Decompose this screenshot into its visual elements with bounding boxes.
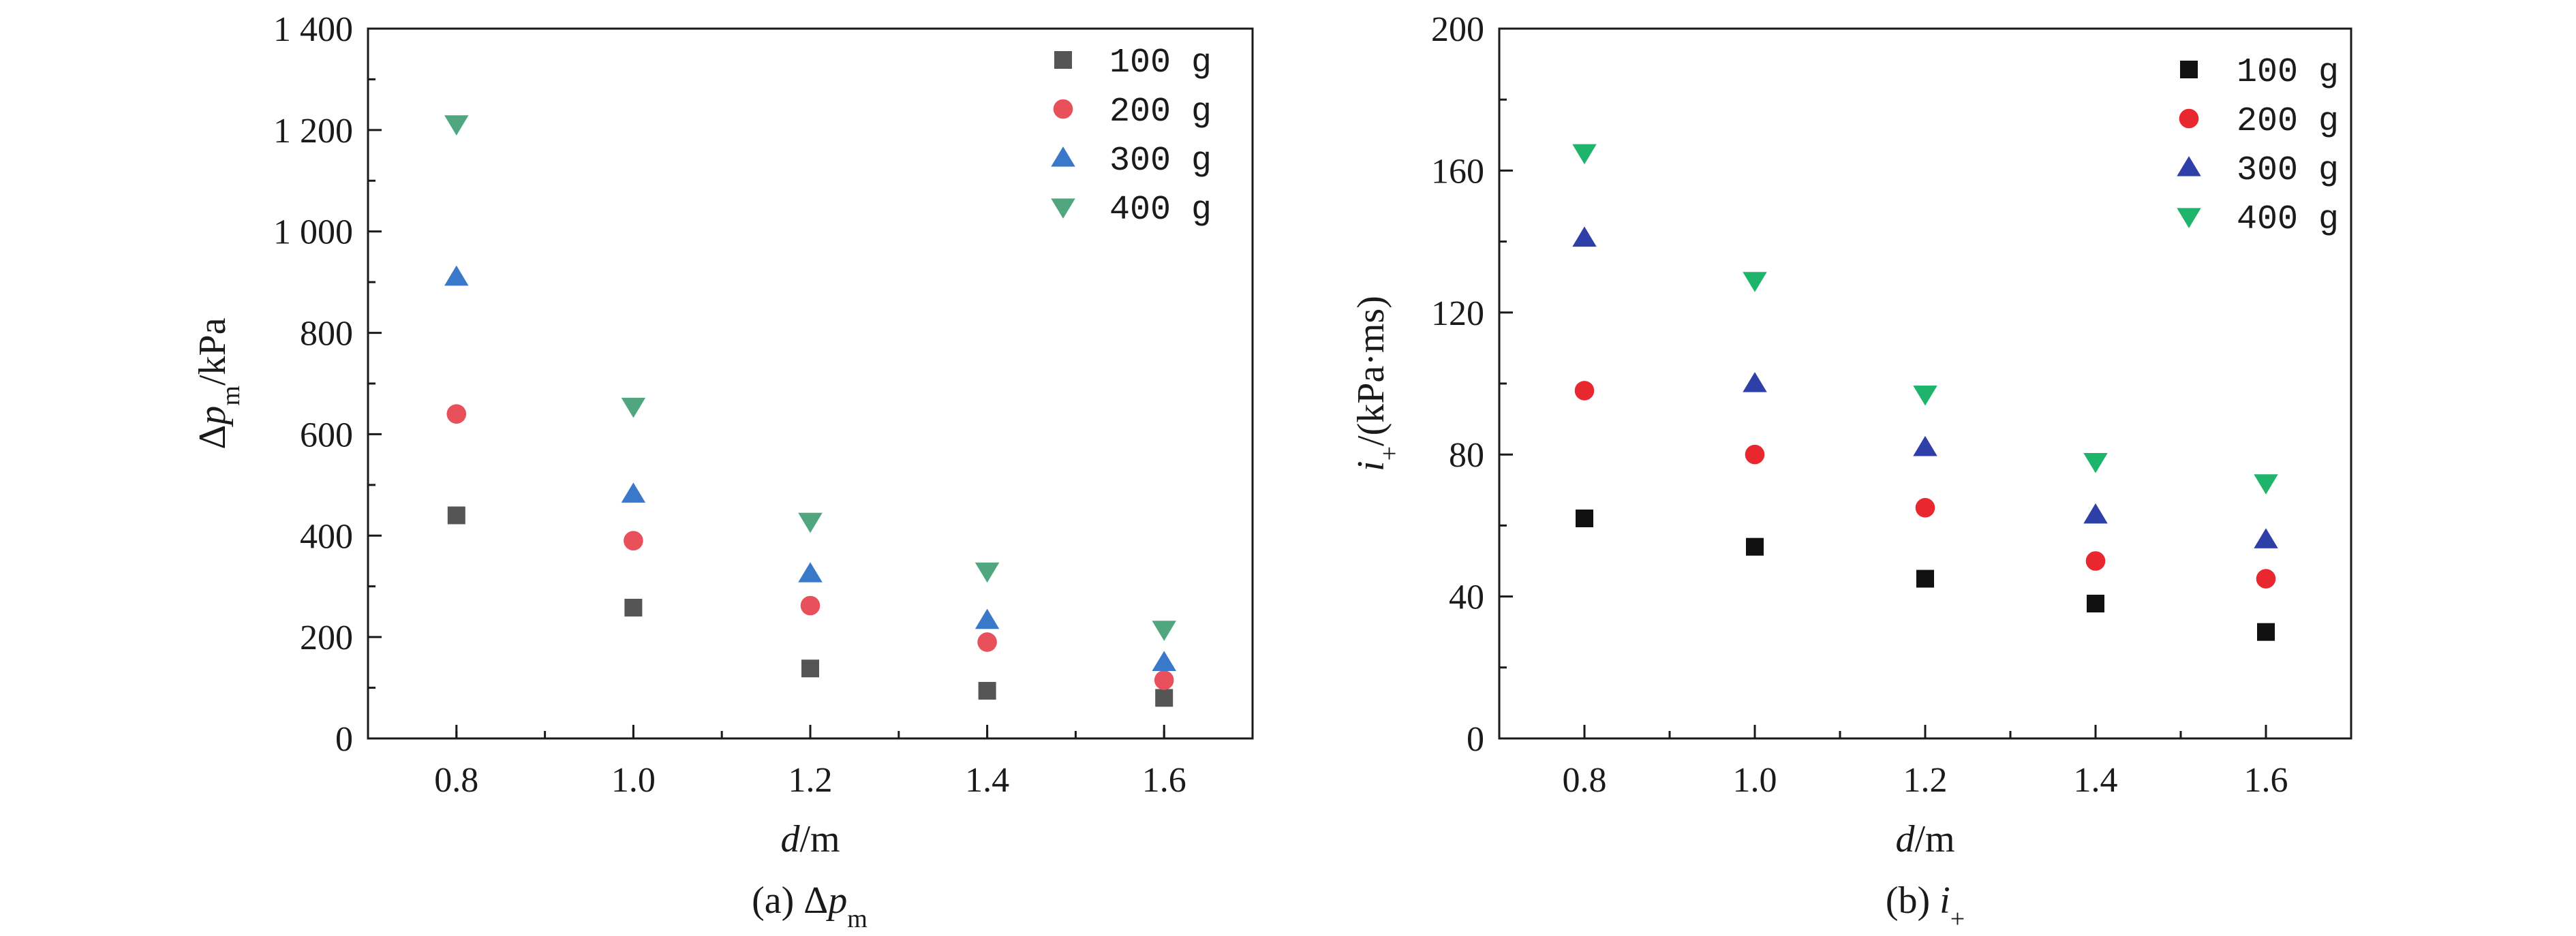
data-point xyxy=(444,265,469,286)
data-point xyxy=(977,632,997,652)
data-point xyxy=(447,506,465,525)
legend-label: 300 g xyxy=(2237,151,2339,190)
legend-marker xyxy=(1054,51,1072,69)
legend-marker xyxy=(2177,156,2201,176)
data-point xyxy=(2257,623,2275,641)
data-point xyxy=(1746,537,1764,556)
x-tick-label: 1.6 xyxy=(2244,761,2288,800)
series-400g xyxy=(1572,144,2278,495)
data-point xyxy=(1576,509,1593,527)
y-tick-label: 1 200 xyxy=(273,112,353,151)
data-point xyxy=(1745,444,1765,465)
x-tick-label: 1.2 xyxy=(788,761,833,800)
y-tick-label: 160 xyxy=(1431,152,1484,191)
data-point xyxy=(2083,503,2108,524)
legend-label: 400 g xyxy=(1109,191,1212,230)
plot-frame xyxy=(367,27,1254,740)
y-axis-title: i+/(kPa·ms) xyxy=(1350,296,1404,471)
y-tick-label: 800 xyxy=(300,315,353,354)
data-point xyxy=(1743,372,1767,392)
legend-marker xyxy=(2179,108,2199,129)
data-point xyxy=(798,512,823,533)
x-tick-label: 1.0 xyxy=(1733,761,1777,800)
x-tick-label: 1.2 xyxy=(1903,761,1948,800)
panel-caption: (b) i+ xyxy=(1886,879,1965,933)
data-point xyxy=(978,682,996,700)
data-point xyxy=(1913,385,1937,406)
series-200g xyxy=(446,404,1174,690)
legend-marker xyxy=(2177,208,2201,228)
y-tick-label: 0 xyxy=(1467,720,1484,759)
series-300g xyxy=(1572,226,2278,548)
series-200g xyxy=(1574,381,2276,589)
data-point xyxy=(621,397,646,418)
y-tick-label: 600 xyxy=(300,416,353,454)
y-tick-label: 200 xyxy=(1431,10,1484,49)
data-point xyxy=(446,404,467,424)
plot-frame xyxy=(1498,27,2352,740)
legend-label: 100 g xyxy=(1109,44,1212,82)
data-point xyxy=(2085,551,2106,571)
series-100g xyxy=(1576,509,2275,641)
y-tick-label: 400 xyxy=(300,517,353,556)
y-tick-label: 1 000 xyxy=(273,213,353,252)
series-400g xyxy=(444,115,1176,641)
data-point xyxy=(624,598,643,617)
y-tick-label: 40 xyxy=(1449,578,1484,617)
x-tick-label: 1.4 xyxy=(965,761,1009,800)
data-point xyxy=(2254,474,2278,495)
legend-marker xyxy=(1051,198,1075,219)
data-point xyxy=(2254,528,2278,548)
legend-label: 100 g xyxy=(2237,53,2339,92)
data-point xyxy=(1155,689,1174,707)
data-point xyxy=(975,608,1000,629)
data-point xyxy=(1152,651,1176,672)
x-axis-title: d/m xyxy=(1895,818,1954,860)
data-point xyxy=(444,115,469,136)
legend-marker xyxy=(2180,61,2198,78)
data-point xyxy=(798,562,823,582)
series-100g xyxy=(447,506,1174,707)
data-point xyxy=(1152,621,1176,641)
data-point xyxy=(1915,498,1935,518)
data-point xyxy=(624,531,643,551)
x-tick-label: 0.8 xyxy=(434,761,478,800)
data-point xyxy=(801,659,819,678)
series-300g xyxy=(444,265,1176,672)
y-tick-label: 0 xyxy=(335,720,353,759)
x-tick-label: 1.0 xyxy=(611,761,656,800)
x-tick-label: 1.6 xyxy=(1142,761,1186,800)
legend-marker xyxy=(1053,99,1073,119)
data-point xyxy=(1916,570,1934,588)
legend-marker xyxy=(1051,146,1075,167)
x-tick-label: 0.8 xyxy=(1563,761,1607,800)
data-point xyxy=(2087,595,2104,613)
y-axis-title: Δpm/kPa xyxy=(191,317,245,449)
data-point xyxy=(1154,670,1174,690)
y-tick-label: 80 xyxy=(1449,436,1484,475)
legend-label: 300 g xyxy=(1109,142,1212,181)
y-tick-label: 200 xyxy=(300,619,353,657)
data-point xyxy=(1913,435,1937,456)
x-axis-title: d/m xyxy=(780,818,840,860)
data-point xyxy=(621,482,646,503)
data-point xyxy=(1743,272,1767,292)
legend-label: 400 g xyxy=(2237,200,2339,239)
chart-b: 0 40 80 120 160 200 0.8 1.0 1.2 1.4 1.6 i+/(kPa·ms)… xyxy=(1350,10,2352,933)
x-tick-label: 1.4 xyxy=(2074,761,2118,800)
y-tick-label: 120 xyxy=(1431,294,1484,333)
chart-a: 0 200 400 600 800 1 000 1 200 1 400 0.8 1.0 1.2 1.4… xyxy=(191,10,1254,933)
panel-caption: (a) Δpm xyxy=(752,879,868,933)
data-point xyxy=(1572,226,1597,247)
legend-label: 200 g xyxy=(1109,93,1212,131)
data-point xyxy=(1572,144,1597,165)
data-point xyxy=(800,595,821,616)
data-point xyxy=(2083,452,2108,473)
legend-label: 200 g xyxy=(2237,102,2339,141)
data-point xyxy=(2256,569,2276,589)
y-tick-label: 1 400 xyxy=(273,10,353,49)
data-point xyxy=(1574,381,1595,401)
data-point xyxy=(975,562,1000,583)
